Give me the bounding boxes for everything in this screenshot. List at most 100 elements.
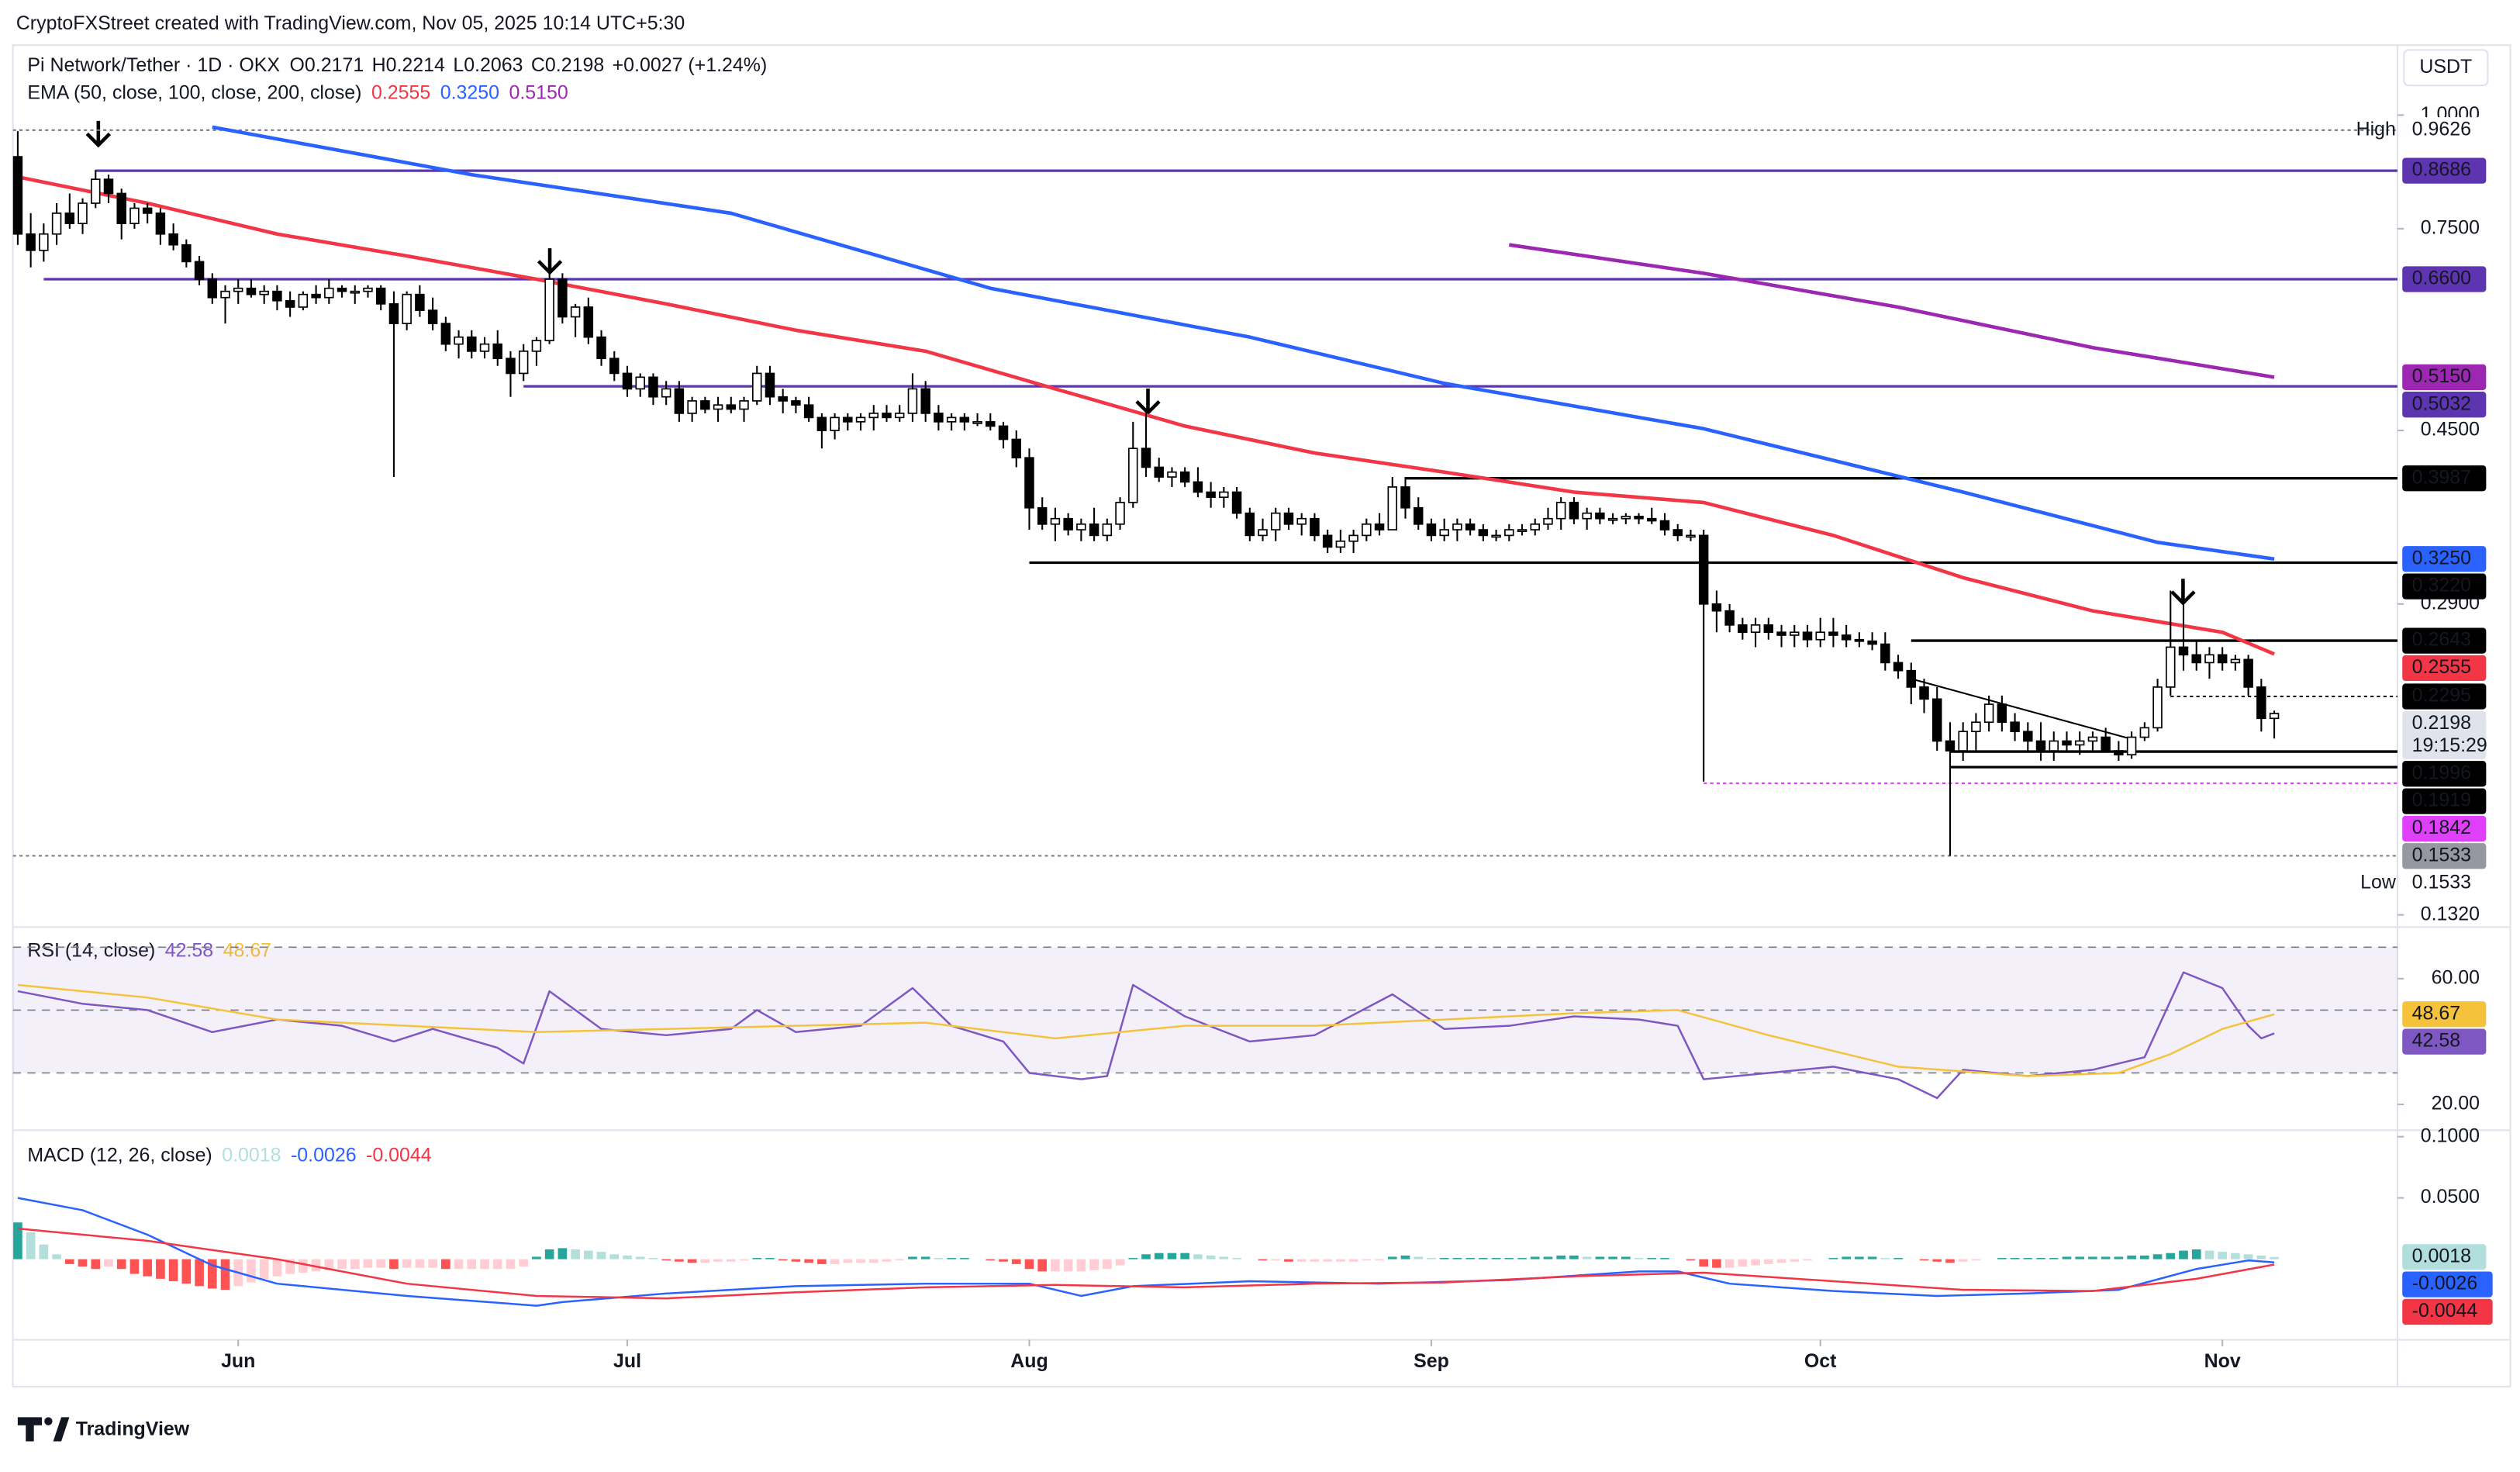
price-tag-label: 0.2643 bbox=[2412, 629, 2471, 651]
candle-body bbox=[1439, 529, 1449, 537]
histogram-bar bbox=[675, 1259, 684, 1262]
price-tag-label: 0.2555 bbox=[2412, 656, 2471, 678]
candle-body bbox=[1128, 447, 1138, 503]
histogram-bar bbox=[156, 1259, 165, 1279]
candle-body bbox=[713, 404, 723, 410]
candle-body bbox=[1919, 686, 1929, 700]
histogram-bar bbox=[1893, 1258, 1903, 1259]
candle-body bbox=[467, 336, 477, 352]
histogram-bar bbox=[1997, 1258, 2007, 1259]
price-tag bbox=[2402, 1244, 2487, 1270]
histogram-bar bbox=[2114, 1256, 2124, 1259]
currency-button[interactable] bbox=[2403, 49, 2489, 87]
candle-body bbox=[298, 293, 309, 308]
candle-body bbox=[1815, 631, 1825, 641]
histogram-bar bbox=[1219, 1256, 1229, 1259]
histogram-bar bbox=[1063, 1259, 1073, 1272]
histogram-bar bbox=[1439, 1258, 1449, 1259]
histogram-bar bbox=[1556, 1255, 1566, 1259]
histogram-bar bbox=[1167, 1253, 1177, 1259]
histogram-bar bbox=[272, 1259, 282, 1277]
candle-body bbox=[1543, 517, 1553, 525]
price-tag-label: 0.5150 bbox=[2412, 365, 2471, 387]
price-tag-label: 0.1533 bbox=[2412, 872, 2471, 893]
candle-body bbox=[920, 388, 930, 414]
histogram-bar bbox=[2062, 1256, 2072, 1259]
candle-body bbox=[635, 376, 645, 390]
histogram-bar bbox=[26, 1232, 36, 1259]
histogram-bar bbox=[2256, 1255, 2266, 1259]
candle-body bbox=[2217, 654, 2228, 664]
candle-body bbox=[142, 207, 153, 214]
histogram-bar bbox=[920, 1256, 930, 1259]
candle-body bbox=[181, 244, 192, 263]
candle-body bbox=[1582, 512, 1592, 520]
line bbox=[17, 971, 2275, 1100]
ema-legend: EMA (50, close, 100, close, 200, close) 0… bbox=[27, 81, 568, 103]
histogram-bar bbox=[402, 1259, 412, 1268]
histogram-bar bbox=[2218, 1252, 2228, 1259]
candle-body bbox=[986, 421, 996, 427]
logo-icon bbox=[17, 1417, 43, 1442]
candle-body bbox=[155, 213, 166, 235]
histogram-bar bbox=[1089, 1259, 1099, 1270]
candle-body bbox=[26, 233, 36, 251]
x-tick-label: Nov bbox=[2204, 1350, 2241, 1372]
histogram-bar bbox=[1790, 1259, 1800, 1262]
candle-body bbox=[1271, 512, 1281, 530]
indicator-name: EMA (50, close, 100, close, 200, close) bbox=[27, 81, 361, 103]
histogram-bar bbox=[2243, 1254, 2253, 1259]
histogram-bar bbox=[1115, 1259, 1125, 1266]
histogram-bar bbox=[1828, 1258, 1838, 1259]
candle-body bbox=[1555, 502, 1566, 520]
histogram-bar bbox=[1024, 1259, 1034, 1270]
ohlc-value: 0.2198 bbox=[545, 54, 604, 76]
price-tag bbox=[2402, 761, 2487, 787]
candle-body bbox=[350, 290, 361, 294]
legend: Pi Network/Tether · 1D · OKX O0.2171 H0.22… bbox=[27, 54, 767, 1166]
line bbox=[212, 125, 2275, 562]
histogram-bar bbox=[1751, 1259, 1760, 1266]
candle-body bbox=[1958, 731, 1968, 752]
pane bbox=[12, 946, 2397, 1100]
histogram-bar bbox=[1452, 1258, 1462, 1259]
indicator-name: MACD (12, 26, close) bbox=[27, 1144, 212, 1166]
symbol-legend: Pi Network/Tether · 1D · OKX O0.2171 H0.22… bbox=[27, 54, 767, 76]
histogram-bar bbox=[1296, 1259, 1307, 1262]
candle-body bbox=[1011, 438, 1021, 459]
candle-body bbox=[843, 416, 853, 423]
brand-logo: TradingView bbox=[17, 1417, 190, 1442]
histogram-bar bbox=[1958, 1259, 1968, 1262]
candle-body bbox=[778, 396, 788, 402]
histogram-bar bbox=[506, 1259, 516, 1270]
x-tick-label: Jul bbox=[613, 1350, 641, 1372]
candle-body bbox=[479, 343, 490, 352]
candle-body bbox=[544, 278, 554, 341]
candle-body bbox=[2023, 731, 2033, 742]
histogram-bar bbox=[1945, 1259, 1955, 1263]
y-tick-label: 0.1320 bbox=[2421, 903, 2480, 924]
tag-title: Low bbox=[2360, 872, 2397, 893]
histogram-bar bbox=[376, 1259, 386, 1268]
ohlc-value: 0.2214 bbox=[386, 54, 445, 76]
candle-body bbox=[272, 290, 282, 302]
candle-body bbox=[233, 287, 243, 292]
pane bbox=[13, 1197, 2279, 1307]
currency[interactable]: USDT bbox=[2419, 56, 2472, 78]
histogram-bar bbox=[960, 1258, 969, 1259]
candle-body bbox=[1452, 523, 1462, 530]
candle-body bbox=[375, 287, 386, 305]
histogram-bar bbox=[1310, 1259, 1320, 1262]
histogram-bar bbox=[661, 1259, 671, 1261]
tag-title: High bbox=[2356, 118, 2396, 140]
candle-body bbox=[1738, 624, 1748, 634]
candle-body bbox=[2269, 713, 2280, 720]
candle-body bbox=[2049, 740, 2059, 752]
candle-body bbox=[39, 233, 49, 251]
candle-body bbox=[791, 400, 801, 406]
candle-body bbox=[1193, 481, 1203, 493]
candle-body bbox=[1206, 491, 1216, 498]
price-tag-label: 0.6600 bbox=[2412, 268, 2471, 289]
histogram-bar bbox=[817, 1259, 827, 1264]
